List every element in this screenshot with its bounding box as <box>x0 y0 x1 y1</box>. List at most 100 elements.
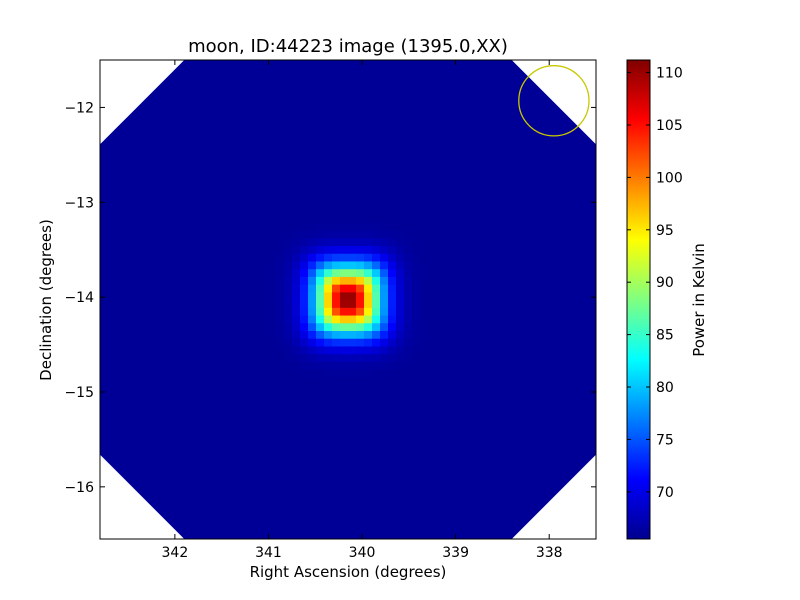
heatmap-cell <box>124 469 133 478</box>
heatmap-cell <box>284 469 293 478</box>
heatmap-cell <box>204 98 213 107</box>
heatmap-cell <box>332 106 341 115</box>
heatmap-cell <box>244 330 253 339</box>
heatmap-cell <box>556 322 565 332</box>
heatmap-cell <box>316 137 325 146</box>
heatmap-cell <box>252 338 261 347</box>
heatmap-cell <box>148 114 157 123</box>
heatmap-cell <box>484 322 493 332</box>
heatmap-cell <box>452 384 461 393</box>
heatmap-cell <box>196 291 205 301</box>
heatmap-cell <box>356 199 365 208</box>
heatmap-cell <box>588 322 596 332</box>
heatmap-cell <box>396 384 405 393</box>
heatmap-cell <box>468 392 477 401</box>
heatmap-cell <box>260 330 269 339</box>
heatmap-cell <box>348 338 357 347</box>
heatmap-cell <box>540 291 549 301</box>
heatmap-cell <box>348 260 357 270</box>
heatmap-cell <box>348 129 357 138</box>
heatmap-cell <box>556 338 565 347</box>
heatmap-cell <box>428 237 437 247</box>
heatmap-cell <box>404 168 413 177</box>
heatmap-cell <box>348 446 357 455</box>
heatmap-cell <box>500 137 509 146</box>
heatmap-cell <box>300 114 309 123</box>
heatmap-cell <box>468 299 477 308</box>
heatmap-cell <box>300 330 309 339</box>
heatmap-cell <box>252 353 261 362</box>
heatmap-cell <box>460 98 469 107</box>
x-axis-label: Right Ascension (degrees) <box>250 563 447 581</box>
heatmap-cell <box>196 137 205 146</box>
heatmap-cell <box>380 454 389 463</box>
heatmap-cell <box>356 67 365 77</box>
heatmap-cell <box>492 276 501 285</box>
heatmap-cell <box>332 423 341 432</box>
heatmap-cell <box>380 423 389 432</box>
heatmap-cell <box>516 152 525 162</box>
heatmap-cell <box>500 222 509 231</box>
heatmap-cell <box>548 137 557 146</box>
heatmap-cell <box>412 291 421 301</box>
heatmap-cell <box>476 392 485 401</box>
heatmap-cell <box>516 245 525 254</box>
heatmap-cell <box>580 330 589 339</box>
heatmap-cell <box>180 399 189 409</box>
heatmap-cell <box>116 454 125 463</box>
heatmap-cell <box>212 191 221 200</box>
heatmap-cell <box>436 438 445 447</box>
heatmap-cell <box>548 268 557 277</box>
heatmap-cell <box>132 384 141 393</box>
heatmap-cell <box>260 523 269 532</box>
heatmap-cell <box>268 183 277 192</box>
heatmap-cell <box>452 415 461 424</box>
heatmap-cell <box>292 415 301 424</box>
heatmap-cell <box>220 345 229 355</box>
heatmap-cell <box>252 423 261 432</box>
heatmap-cell <box>180 469 189 478</box>
heatmap-cell <box>188 531 197 539</box>
heatmap-cell <box>420 446 429 455</box>
heatmap-cell <box>436 469 445 478</box>
heatmap-cell <box>516 523 525 532</box>
heatmap-cell <box>500 477 509 486</box>
heatmap-cell <box>316 175 325 185</box>
heatmap-cell <box>276 83 285 92</box>
heatmap-cell <box>540 222 549 231</box>
heatmap-cell <box>532 206 541 216</box>
heatmap-cell <box>548 121 557 131</box>
heatmap-cell <box>540 446 549 455</box>
heatmap-cell <box>420 160 429 169</box>
heatmap-cell <box>244 438 253 447</box>
heatmap-cell <box>428 384 437 393</box>
heatmap-cell <box>276 515 285 525</box>
colorbar-tick-label: 100 <box>656 170 683 186</box>
heatmap-cell <box>348 515 357 525</box>
heatmap-cell <box>364 67 373 77</box>
heatmap-cell <box>532 307 541 316</box>
x-tick-label: 342 <box>162 545 189 561</box>
heatmap-cell <box>220 245 229 254</box>
heatmap-cell <box>492 307 501 316</box>
heatmap-cell <box>452 469 461 478</box>
heatmap-cell <box>172 253 181 262</box>
heatmap-cell <box>292 299 301 308</box>
heatmap-cell <box>364 183 373 192</box>
heatmap-cell <box>564 222 573 231</box>
heatmap-cell <box>164 508 173 517</box>
heatmap-cell <box>540 345 549 355</box>
heatmap-cell <box>308 515 317 525</box>
heatmap-cell <box>548 168 557 177</box>
heatmap-cell <box>500 206 509 216</box>
heatmap-cell <box>340 314 349 324</box>
heatmap-cell <box>516 314 525 324</box>
heatmap-cell <box>204 67 213 77</box>
heatmap-cell <box>444 446 453 455</box>
heatmap-cell <box>108 369 117 378</box>
heatmap-cell <box>396 361 405 370</box>
heatmap-cell <box>420 345 429 355</box>
heatmap-cell <box>420 214 429 223</box>
heatmap-cell <box>564 152 573 162</box>
heatmap-cell <box>164 144 173 154</box>
